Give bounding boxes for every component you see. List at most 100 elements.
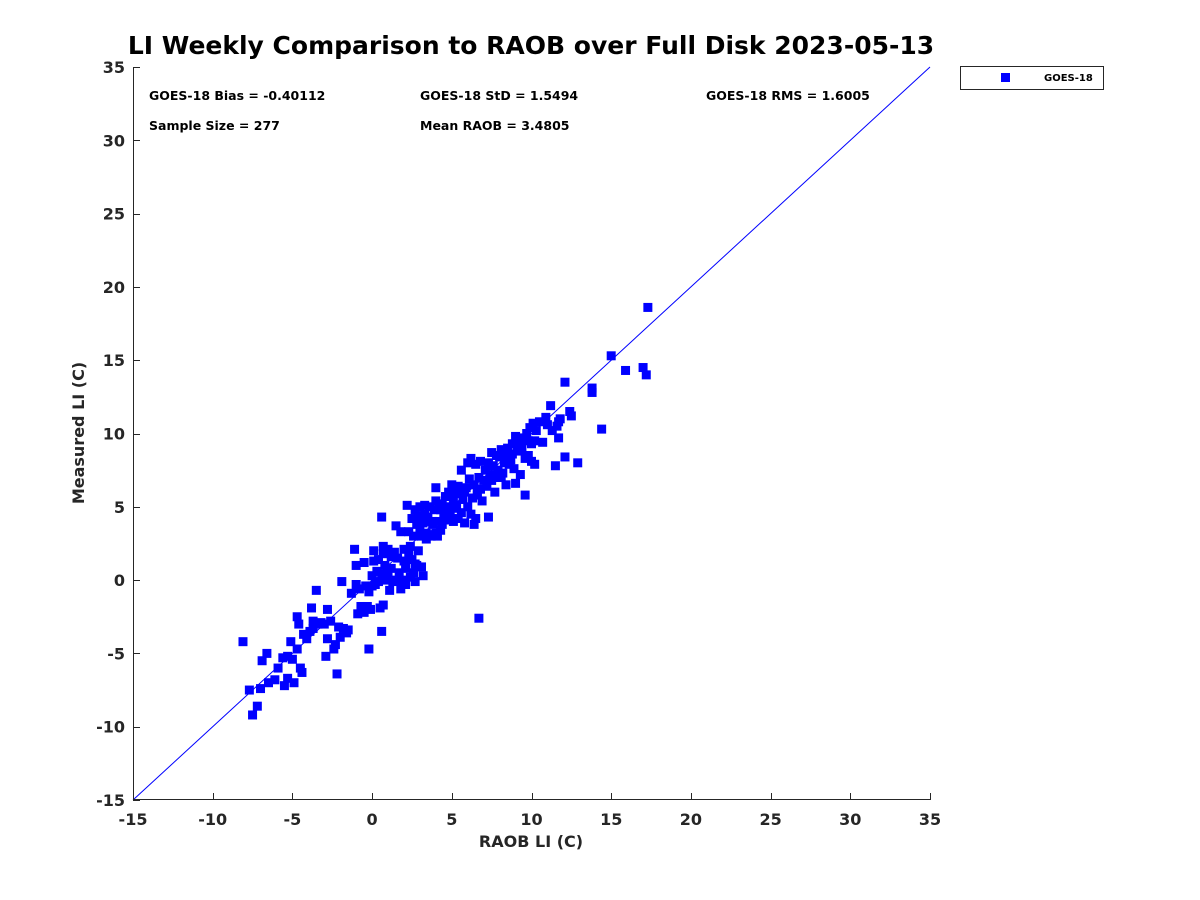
data-point — [507, 449, 517, 459]
x-axis-label: RAOB LI (C) — [479, 832, 583, 851]
data-point — [490, 487, 500, 497]
data-point — [413, 546, 423, 556]
data-point — [407, 514, 417, 524]
data-point — [426, 531, 436, 541]
data-point — [302, 634, 312, 644]
data-point — [554, 433, 564, 443]
data-point — [322, 634, 332, 644]
data-point — [385, 585, 395, 595]
data-point — [353, 609, 363, 619]
data-point — [308, 616, 318, 626]
data-point — [263, 678, 273, 688]
data-point — [432, 531, 442, 541]
data-point — [367, 571, 377, 581]
x-tick-label: 15 — [600, 810, 622, 829]
data-point — [378, 600, 388, 610]
data-point — [273, 663, 283, 673]
x-tick-label: -15 — [119, 810, 148, 829]
data-point — [480, 465, 490, 475]
data-point — [366, 604, 376, 614]
data-points-layer — [238, 302, 653, 720]
data-point — [351, 560, 361, 570]
data-point — [337, 577, 347, 587]
data-point — [495, 452, 505, 462]
data-point — [496, 445, 506, 455]
data-point — [440, 509, 450, 519]
y-tick-label: 5 — [114, 498, 125, 517]
data-point — [343, 625, 353, 635]
data-point — [512, 440, 522, 450]
y-tick-label: 35 — [103, 58, 125, 77]
data-point — [475, 484, 485, 494]
data-point — [389, 547, 399, 557]
y-tick-label: 20 — [103, 278, 125, 297]
data-point — [456, 508, 466, 518]
data-point — [522, 429, 532, 438]
data-point — [573, 458, 583, 468]
data-point — [377, 512, 387, 522]
data-point — [361, 581, 371, 591]
data-point — [391, 575, 401, 585]
stat-rms: GOES-18 RMS = 1.6005 — [706, 88, 870, 103]
data-point — [431, 483, 441, 493]
data-point — [413, 511, 423, 521]
data-point — [404, 549, 414, 559]
data-point — [311, 585, 321, 595]
data-point — [410, 505, 420, 515]
data-point — [555, 414, 565, 424]
data-point — [346, 588, 356, 598]
y-tick-label: 30 — [103, 131, 125, 150]
data-point — [475, 456, 485, 466]
data-point — [517, 445, 527, 455]
data-point — [466, 509, 476, 519]
data-point — [326, 616, 336, 626]
data-point — [364, 587, 374, 597]
one-to-one-line — [132, 66, 931, 801]
data-point — [244, 685, 254, 695]
data-point — [286, 637, 296, 647]
data-point — [359, 558, 369, 568]
y-tick-label: -5 — [107, 644, 125, 663]
data-point — [405, 541, 415, 551]
data-point — [469, 519, 479, 529]
data-point — [380, 560, 390, 570]
data-point — [482, 481, 492, 491]
data-point — [442, 502, 452, 512]
data-point — [463, 502, 473, 512]
x-tick-label: 0 — [367, 810, 378, 829]
data-point — [509, 464, 519, 474]
data-point — [530, 459, 540, 469]
y-tick-label: -15 — [96, 791, 125, 810]
data-point — [466, 453, 476, 463]
y-tick-label: 0 — [114, 571, 125, 590]
stat-mean-raob: Mean RAOB = 3.4805 — [420, 118, 569, 133]
legend-box — [960, 66, 1104, 90]
data-point — [428, 519, 438, 529]
data-point — [501, 480, 511, 490]
data-point — [335, 632, 345, 642]
data-point — [424, 502, 434, 512]
data-point — [523, 450, 533, 460]
data-point — [606, 351, 616, 361]
data-point — [294, 619, 304, 629]
x-tick-label: 30 — [839, 810, 861, 829]
data-point — [415, 524, 425, 534]
data-point — [373, 555, 383, 565]
y-tick-label: 10 — [103, 425, 125, 444]
data-point — [447, 490, 457, 500]
data-point — [412, 560, 422, 570]
data-point — [283, 673, 293, 683]
y-tick-label: 25 — [103, 205, 125, 224]
data-point — [292, 644, 302, 654]
data-point — [417, 531, 427, 541]
data-point — [436, 525, 446, 535]
data-point — [417, 562, 427, 572]
data-point — [515, 470, 525, 480]
data-point — [437, 519, 447, 529]
data-point — [381, 575, 391, 585]
y-axis-ticks: -15 -10 -5 0 5 10 15 20 25 30 35 — [96, 58, 140, 810]
data-point — [503, 443, 513, 453]
x-tick-label: -10 — [198, 810, 227, 829]
data-point — [399, 544, 409, 554]
data-point — [399, 556, 409, 566]
